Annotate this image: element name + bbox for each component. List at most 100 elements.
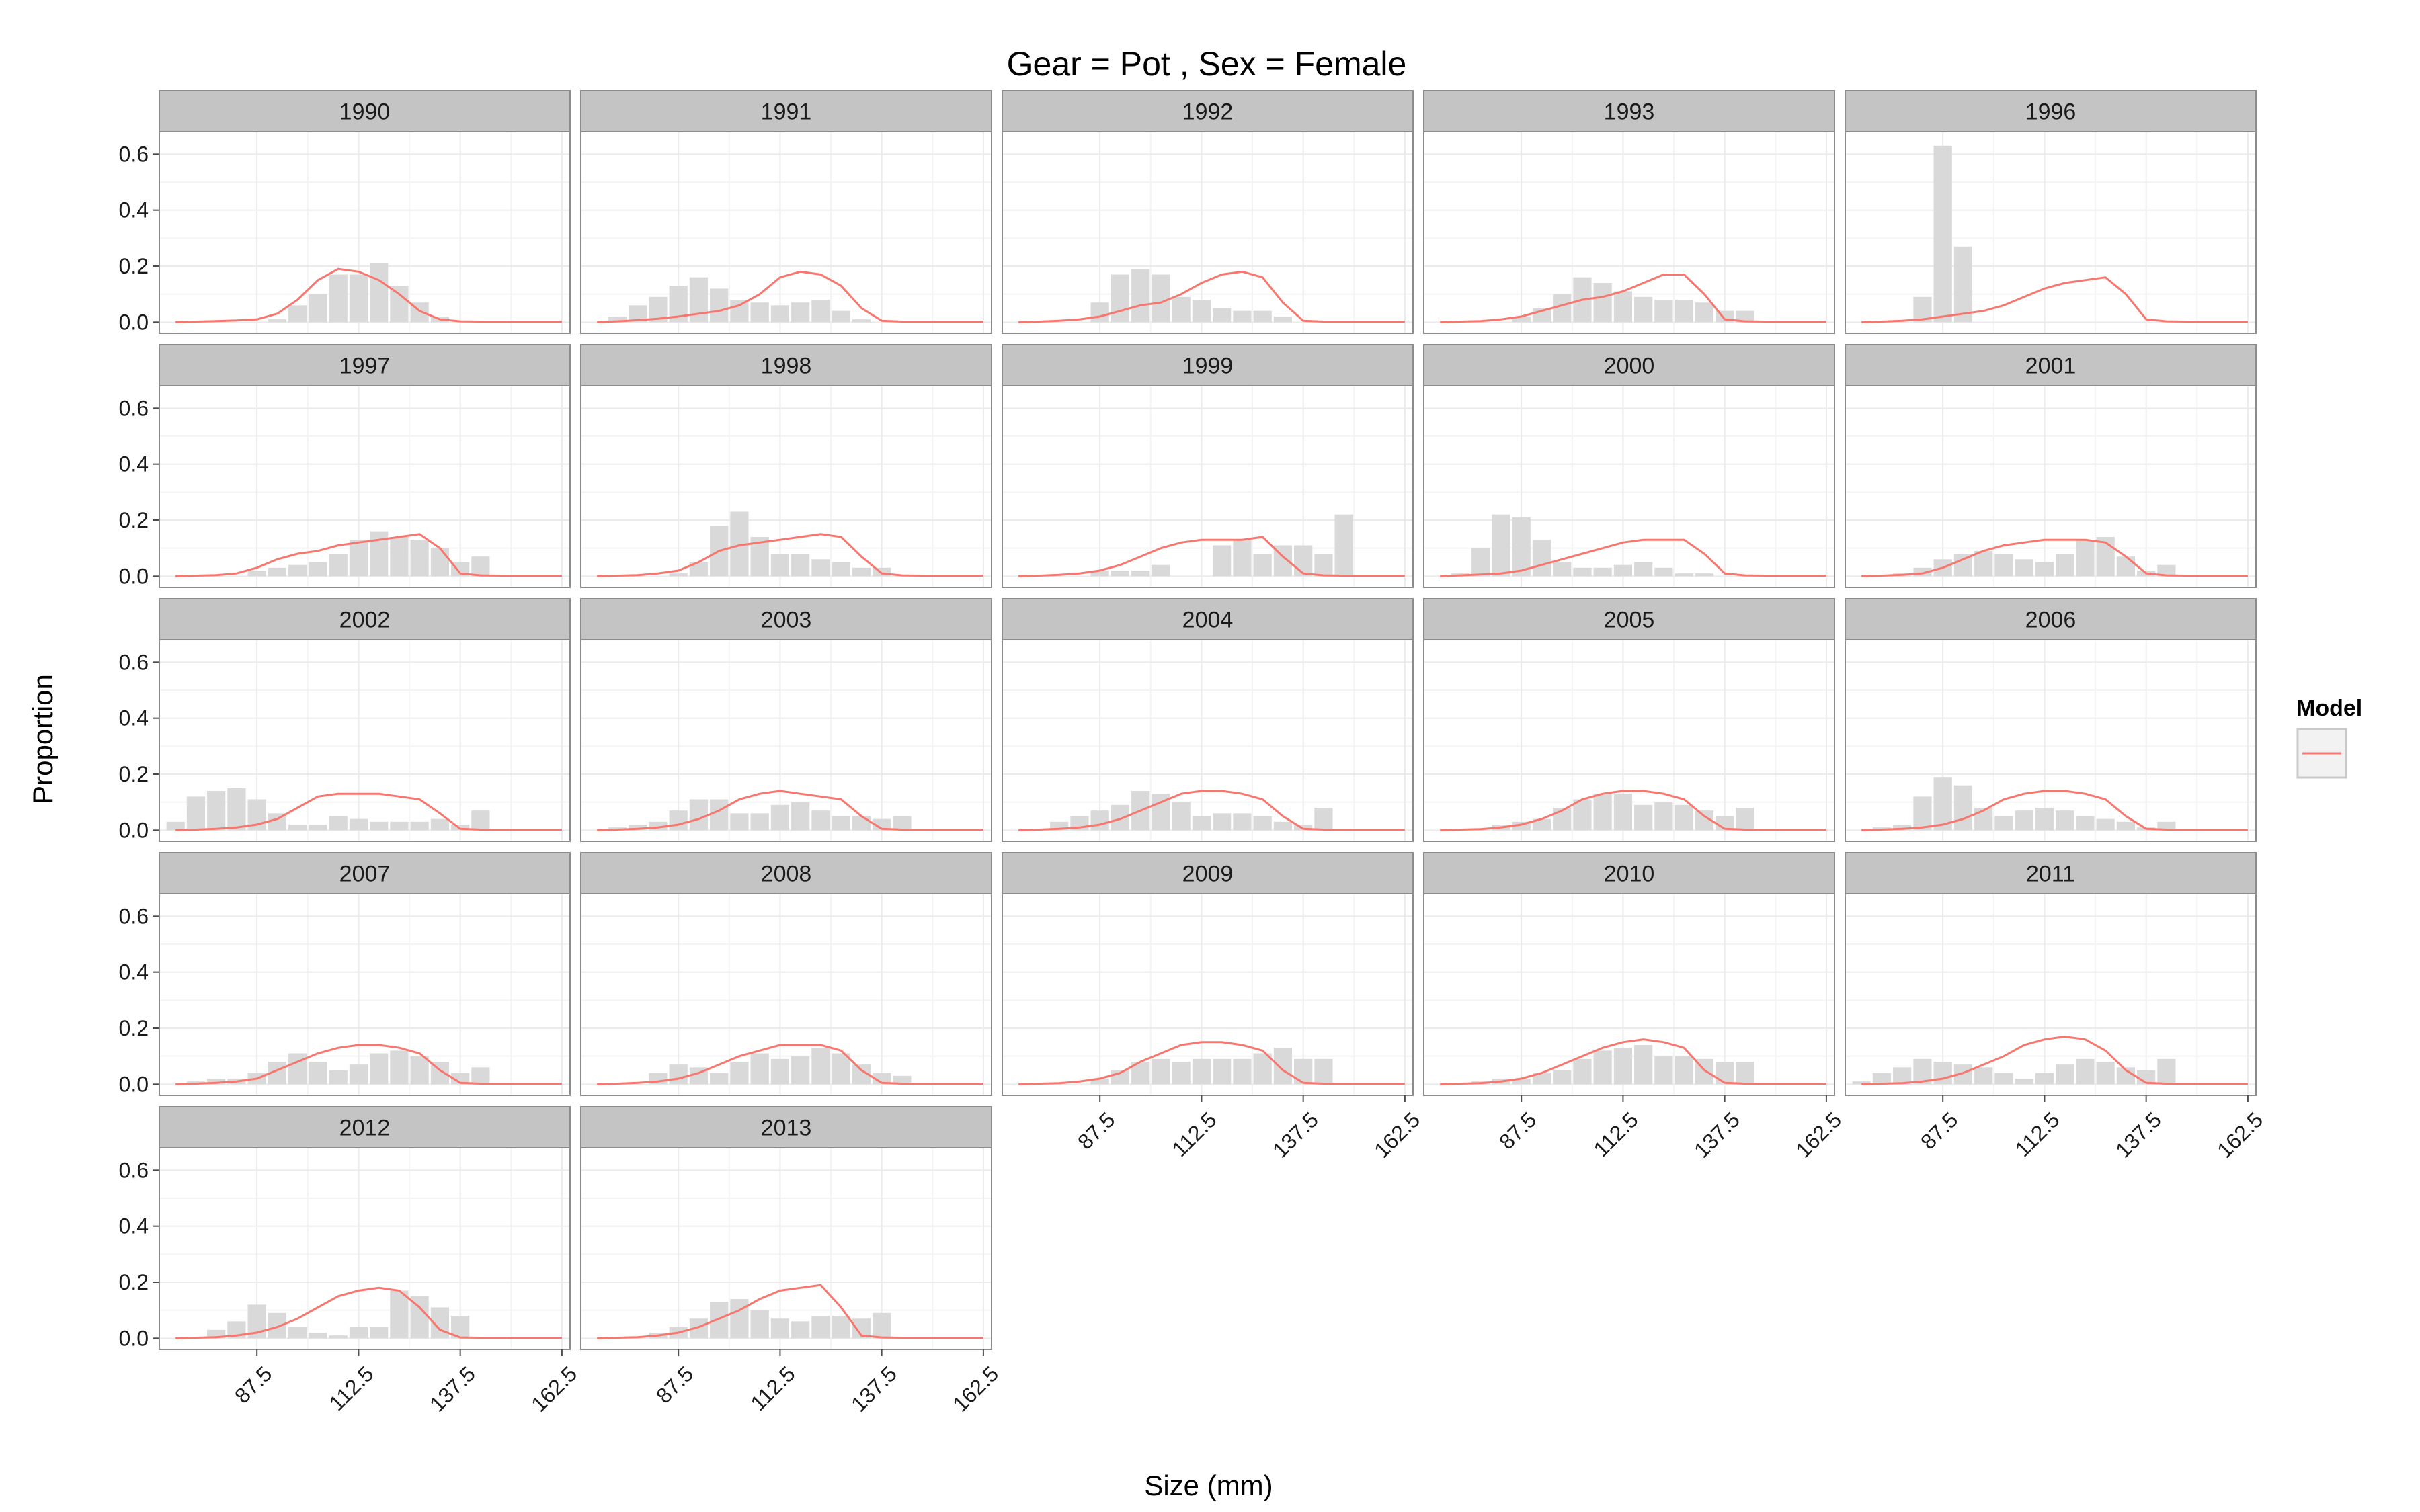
observed-bar	[852, 816, 871, 831]
plot-background	[1845, 132, 2256, 333]
model-line	[1018, 790, 1405, 831]
panel-grid: 1990 0.0 0.2 0.4 0.6 1991 1992 1993 1996 1997 0.0 0…	[119, 90, 2257, 1350]
panel-2007: 2007 0.0 0.2 0.4 0.6	[119, 852, 571, 1096]
observed-bar	[430, 548, 450, 577]
observed-bar	[1933, 777, 1952, 831]
y-tick-label: 0.0	[119, 564, 149, 588]
observed-bar	[1675, 804, 1693, 831]
observed-bar	[1872, 1073, 1892, 1085]
y-tick-label: 0.6	[119, 904, 149, 928]
plot-background	[159, 894, 570, 1095]
model-line	[175, 792, 562, 831]
observed-bar	[1893, 825, 1912, 831]
observed-bar	[689, 799, 709, 831]
observed-bar	[811, 1316, 830, 1339]
observed-bar	[1172, 1062, 1191, 1085]
observed-bar	[1654, 300, 1673, 323]
panel-border	[580, 131, 992, 334]
x-tick-label: 112.5	[1588, 1107, 1642, 1161]
x-tick-label: 137.5	[1268, 1107, 1323, 1163]
observed-bar	[2076, 540, 2095, 577]
panel-border	[159, 893, 571, 1096]
observed-bar	[1152, 564, 1170, 577]
observed-bar	[1253, 1053, 1272, 1085]
panel-border	[580, 1147, 992, 1350]
panel-border	[159, 385, 571, 588]
plot-background	[1845, 894, 2256, 1095]
strip-2013	[580, 1106, 992, 1148]
observed-bar	[1471, 548, 1490, 577]
observed-bar	[1695, 573, 1714, 577]
observed-bar	[770, 305, 790, 323]
observed-bar	[1675, 300, 1693, 323]
observed-bar	[873, 1312, 891, 1339]
strip-label: 1993	[1604, 99, 1655, 125]
legend-title: Model	[2296, 696, 2362, 721]
observed-bar	[770, 804, 790, 831]
observed-bar	[268, 1312, 287, 1339]
observed-bar	[1253, 816, 1272, 831]
observed-bar	[1314, 554, 1333, 577]
panel-1991: 1991	[580, 90, 992, 334]
strip-label: 1998	[761, 353, 812, 379]
observed-bar	[1593, 567, 1612, 577]
observed-bar	[1695, 302, 1714, 323]
strip-label: 2002	[339, 607, 391, 633]
y-axis-title: Proportion	[27, 674, 58, 804]
observed-bar	[689, 562, 709, 577]
observed-bar	[390, 1050, 409, 1085]
legend: Model	[2296, 696, 2362, 779]
observed-bar	[669, 573, 688, 577]
observed-bar	[166, 821, 185, 831]
observed-bar	[410, 1056, 429, 1085]
strip-label: 1997	[339, 353, 391, 379]
x-tick-label: 87.5	[1073, 1107, 1119, 1154]
y-tick-label: 0.6	[119, 650, 149, 674]
observed-bar	[852, 319, 871, 323]
observed-bar	[1933, 145, 1952, 323]
strip-label: 1990	[339, 99, 391, 125]
observed-bar	[1573, 799, 1592, 831]
panel-1990: 1990 0.0 0.2 0.4 0.6	[119, 90, 571, 334]
observed-bar	[1512, 317, 1531, 323]
observed-bar	[1613, 564, 1633, 577]
strip-label: 2012	[339, 1116, 391, 1141]
observed-bar	[1852, 1081, 1871, 1085]
x-tick-label: 137.5	[1689, 1107, 1744, 1163]
strip-label: 1992	[1182, 99, 1234, 125]
strip-label: 2003	[761, 607, 812, 633]
x-axis-title: Size (mm)	[1144, 1470, 1273, 1501]
x-tick-label: 162.5	[2212, 1107, 2267, 1163]
model-line	[597, 790, 983, 831]
strip-2009	[1002, 852, 1414, 894]
panel-2013: 2013	[580, 1106, 992, 1350]
observed-bar	[1994, 554, 2013, 577]
observed-bar	[730, 300, 749, 323]
observed-bar	[268, 319, 287, 323]
observed-bar	[1634, 562, 1653, 577]
observed-bar	[1152, 1058, 1170, 1085]
panel-border	[159, 131, 571, 334]
model-line	[175, 267, 562, 323]
observed-bar	[2096, 818, 2115, 831]
observed-bar	[1512, 517, 1531, 577]
observed-bar	[309, 1333, 327, 1339]
observed-bar	[1233, 1058, 1252, 1085]
panel-border	[1845, 639, 2257, 842]
model-line	[1861, 538, 2248, 577]
panel-border	[1423, 385, 1835, 588]
model-line	[1018, 270, 1405, 323]
observed-bar	[710, 1302, 729, 1339]
model-line	[597, 1044, 983, 1085]
panel-2002: 2002 0.0 0.2 0.4 0.6	[119, 598, 571, 842]
observed-bar	[1933, 1062, 1952, 1085]
panel-1999: 1999	[1002, 344, 1414, 588]
x-tick-label: 162.5	[1791, 1107, 1846, 1163]
y-tick-label: 0.4	[119, 1214, 149, 1238]
plot-background	[1845, 386, 2256, 587]
observed-bar	[390, 1290, 409, 1339]
observed-bar	[1172, 802, 1191, 831]
observed-bar	[2157, 564, 2176, 577]
observed-bar	[1314, 808, 1333, 831]
observed-bar	[288, 564, 307, 577]
